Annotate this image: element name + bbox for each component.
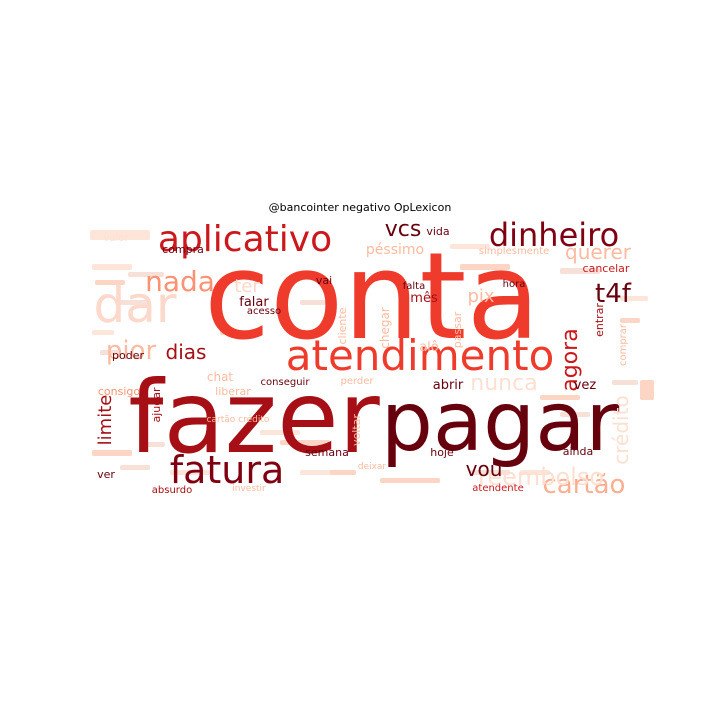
word-chegar: chegar — [378, 307, 392, 349]
word-hoje: hoje — [430, 446, 454, 459]
faint-word-mark — [220, 330, 244, 335]
word-dias: dias — [166, 340, 207, 364]
faint-word-mark — [128, 272, 164, 277]
word-atendente: atendente — [472, 483, 523, 494]
word-vou: vou — [466, 457, 503, 481]
word-semana: semana — [305, 446, 349, 459]
faint-word-mark — [450, 244, 490, 249]
word-ainda: ainda — [563, 445, 594, 458]
word-querer: querer — [565, 240, 632, 264]
word-poder: poder — [112, 349, 144, 362]
word-hora: hora — [503, 279, 526, 290]
word-deixar: deixar — [358, 462, 387, 472]
word-valor: valor — [103, 233, 129, 244]
word-entrar: entrar — [593, 303, 606, 337]
word-chat: chat — [207, 370, 234, 384]
word-dinheiro: dinheiro — [489, 216, 619, 254]
word-pix: pix — [467, 286, 494, 307]
faint-word-mark — [300, 470, 340, 475]
faint-word-mark — [290, 330, 320, 335]
word-nada: nada — [145, 265, 215, 298]
word-cliente: cliente — [336, 307, 349, 344]
word-cartão-crédito: cartão crédito — [207, 414, 270, 425]
word-pagar: pagar — [381, 375, 620, 470]
word-nunca: nunca — [470, 371, 537, 396]
word-aplicativo: aplicativo — [158, 219, 332, 260]
word-crédito: crédito — [609, 395, 633, 464]
faint-word-mark — [470, 470, 510, 475]
faint-word-mark — [145, 442, 165, 447]
word-t4f: t4f — [595, 279, 632, 309]
faint-word-mark — [120, 465, 150, 470]
word-dar: dar — [94, 276, 177, 334]
faint-word-mark — [620, 296, 648, 301]
faint-word-mark — [92, 450, 132, 456]
word-limite: limite — [95, 395, 116, 446]
word-cartão: cartão — [543, 470, 626, 500]
faint-word-mark — [540, 395, 580, 400]
faint-word-mark — [280, 440, 330, 445]
faint-word-mark — [560, 412, 590, 417]
word-fatura: fatura — [170, 448, 285, 492]
word-investir: investir — [232, 484, 266, 494]
word-simplesmente: simplesmente — [479, 246, 550, 257]
faint-word-mark — [560, 268, 600, 274]
word-pior: pior — [106, 336, 157, 366]
faint-word-mark — [90, 230, 150, 240]
word-reembolso: reembolso — [478, 463, 604, 491]
word-mês: mês — [410, 291, 438, 306]
faint-word-mark — [300, 300, 330, 305]
faint-word-mark — [260, 430, 300, 435]
word-absurdo: absurdo — [152, 485, 192, 496]
faint-word-mark — [170, 470, 210, 475]
word-falta: falta — [403, 281, 425, 292]
word-vez: vez — [574, 378, 597, 393]
word-abrir: abrir — [433, 378, 464, 393]
faint-word-mark — [460, 264, 510, 270]
faint-word-mark — [92, 330, 114, 335]
word-cancelar: cancelar — [583, 262, 630, 275]
word-ver: ver — [97, 468, 115, 481]
word-alô: alô — [419, 340, 439, 355]
word-vida: vida — [426, 225, 449, 238]
word-voltar: voltar — [350, 414, 363, 446]
faint-background-words — [90, 230, 654, 483]
faint-word-mark — [380, 478, 440, 483]
faint-word-mark — [92, 264, 132, 270]
word-atendimento: atendimento — [286, 331, 555, 380]
word-fazer: fazer — [128, 359, 380, 476]
word-vcs: vcs — [385, 217, 422, 242]
word-passar: passar — [451, 311, 464, 348]
word-comprar: comprar — [618, 323, 629, 366]
word-conta: conta — [204, 228, 540, 367]
word-consigo: consigo — [98, 385, 141, 398]
word-liberar: liberar — [215, 385, 251, 398]
word-vai: vai — [316, 274, 332, 287]
faint-word-mark — [612, 380, 638, 385]
chart-title: @bancointer negativo OpLexicon — [268, 201, 452, 214]
word-péssimo: péssimo — [366, 242, 424, 258]
faint-word-mark — [520, 470, 550, 475]
faint-word-mark — [95, 280, 125, 285]
word-falar: falar — [239, 295, 269, 310]
word-compra: compra — [162, 243, 204, 256]
word-agora: agora — [558, 328, 583, 391]
word-ajudar: ajudar — [150, 387, 163, 422]
faint-word-mark — [120, 300, 150, 305]
faint-word-mark — [640, 380, 654, 400]
word-acesso: acesso — [247, 306, 281, 317]
word-perder: perder — [340, 376, 374, 387]
word-conseguir: conseguir — [261, 377, 311, 388]
faint-word-mark — [620, 318, 640, 323]
word-ter: ter — [234, 276, 260, 297]
faint-word-mark — [100, 350, 118, 355]
faint-word-mark — [330, 470, 356, 475]
